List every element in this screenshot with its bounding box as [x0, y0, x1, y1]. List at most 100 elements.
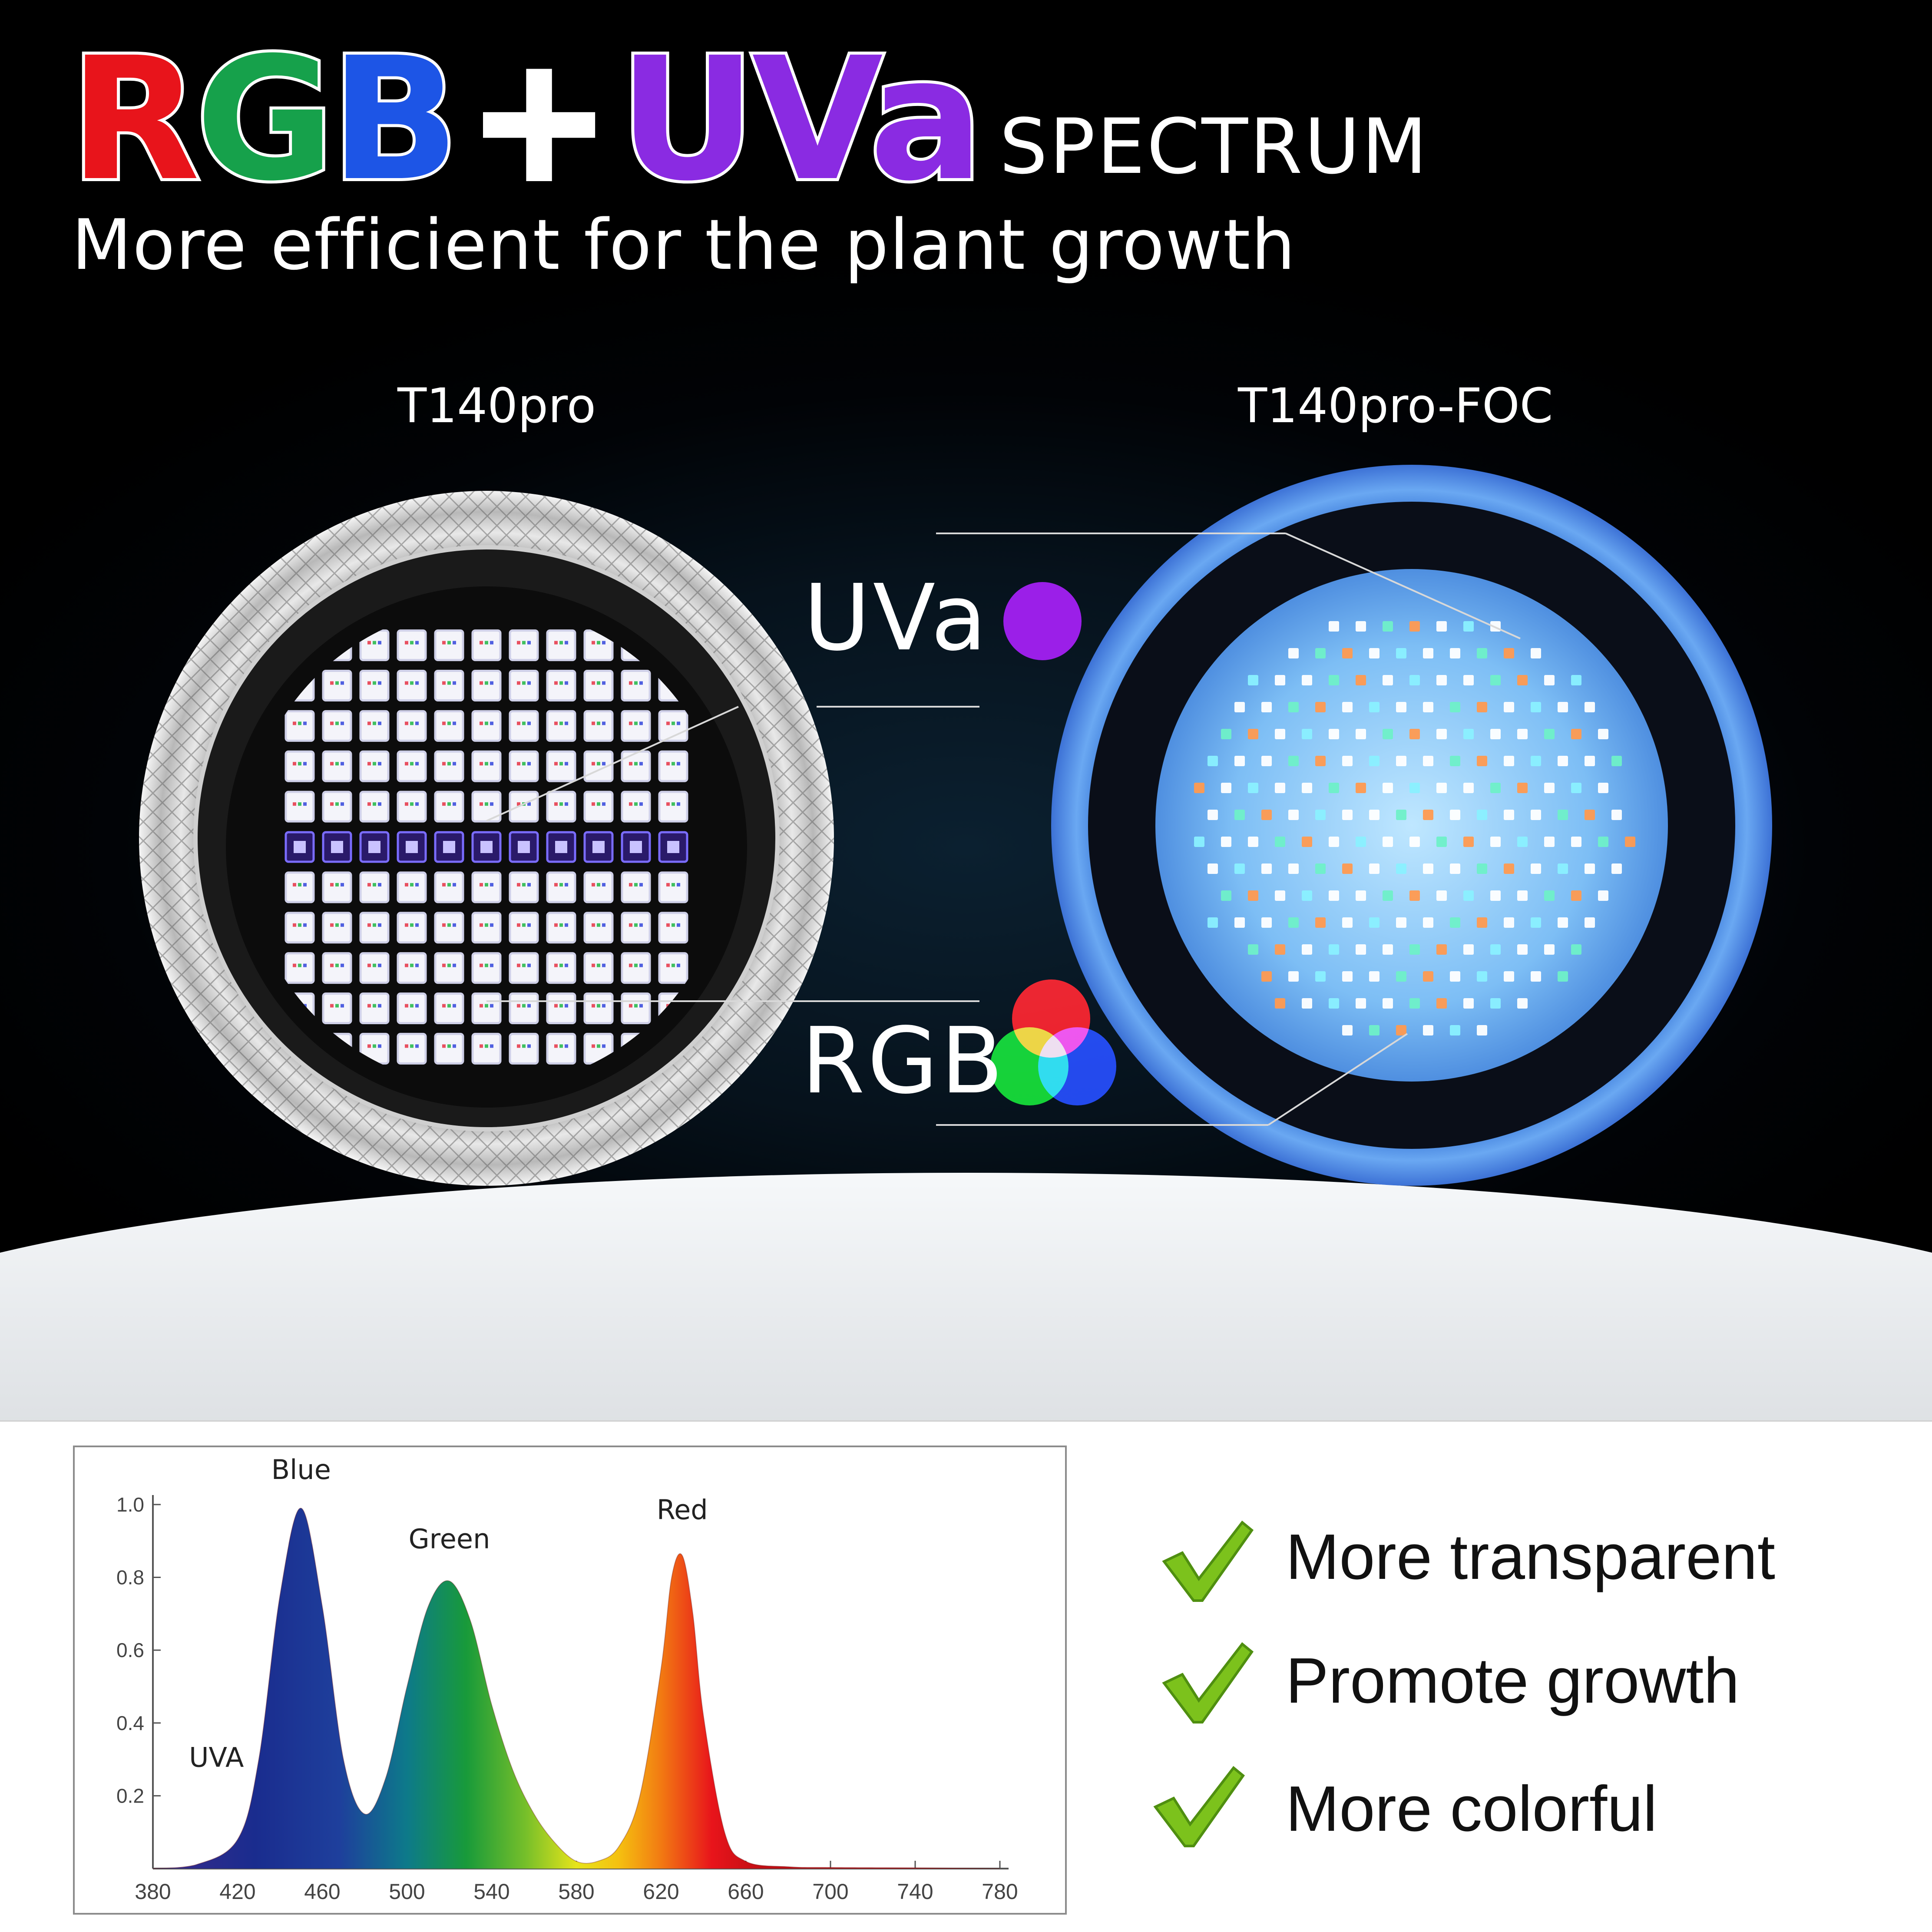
- rgb-led: [434, 912, 464, 944]
- x-tick-label: 780: [982, 1879, 1018, 1904]
- led-blue-chip: [677, 883, 680, 887]
- foc-led: [1261, 810, 1272, 820]
- led-blue-chip: [341, 963, 344, 967]
- led-green-chip: [373, 1004, 376, 1008]
- led-blue-chip: [565, 1004, 568, 1008]
- foc-led: [1383, 998, 1393, 1009]
- foc-led: [1611, 810, 1622, 820]
- led-red-chip: [367, 923, 371, 927]
- foc-led: [1315, 756, 1326, 766]
- led-green-chip: [373, 721, 376, 725]
- led-red-chip: [517, 883, 520, 887]
- led-red-chip: [666, 963, 670, 967]
- led-green-chip: [447, 963, 451, 967]
- led-blue-chip: [453, 762, 456, 766]
- led-red-chip: [442, 762, 446, 766]
- led-blue-chip: [677, 802, 680, 806]
- foc-led: [1409, 621, 1420, 632]
- foc-led: [1544, 675, 1555, 685]
- led-blue-chip: [527, 641, 531, 645]
- led-green-chip: [634, 721, 638, 725]
- t140pro-light: [139, 491, 834, 1186]
- led-blue-chip: [490, 923, 493, 927]
- led-red-chip: [629, 681, 632, 685]
- led-red-chip: [367, 721, 371, 725]
- led-green-chip: [522, 762, 526, 766]
- led-blue-chip: [341, 1004, 344, 1008]
- led-red-chip: [367, 681, 371, 685]
- led-blue-chip: [639, 681, 643, 685]
- rgb-led: [471, 871, 502, 903]
- rgb-led: [546, 912, 576, 944]
- rgb-led: [509, 912, 539, 944]
- foc-led: [1571, 675, 1581, 685]
- foc-led: [1490, 783, 1501, 793]
- foc-led: [1409, 998, 1420, 1009]
- led-green-chip: [522, 641, 526, 645]
- led-blue-chip: [453, 923, 456, 927]
- led-red-chip: [554, 883, 558, 887]
- led-red-chip: [629, 802, 632, 806]
- led-red-chip: [554, 681, 558, 685]
- foc-led: [1598, 729, 1608, 739]
- foc-led: [1558, 756, 1568, 766]
- led-red-chip: [592, 681, 595, 685]
- led-blue-chip: [378, 641, 381, 645]
- led-green-chip: [559, 963, 563, 967]
- foc-led: [1342, 648, 1353, 658]
- led-green-chip: [410, 1044, 414, 1048]
- foc-led: [1383, 837, 1393, 847]
- foc-led: [1423, 917, 1433, 928]
- led-red-chip: [629, 721, 632, 725]
- foc-led: [1409, 837, 1420, 847]
- foc-led: [1517, 944, 1528, 955]
- foc-led: [1531, 810, 1541, 820]
- led-blue-chip: [490, 883, 493, 887]
- rgb-led: [471, 669, 502, 701]
- headline: R G B + UVa SPECTRUM: [66, 32, 1429, 207]
- rgb-led: [322, 791, 352, 823]
- foc-led: [1329, 944, 1339, 955]
- foc-led: [1558, 810, 1568, 820]
- foc-led: [1329, 729, 1339, 739]
- foc-led: [1396, 756, 1406, 766]
- rgb-led: [621, 992, 651, 1025]
- led-blue-chip: [341, 721, 344, 725]
- led-blue-chip: [602, 1044, 605, 1048]
- rgb-led: [397, 1032, 427, 1065]
- foc-led: [1463, 998, 1474, 1009]
- rgb-venn-icon: [990, 979, 1116, 1105]
- led-green-chip: [373, 883, 376, 887]
- rgb-led: [359, 791, 390, 823]
- foc-led: [1531, 863, 1541, 874]
- foc-led: [1436, 890, 1447, 901]
- led-green-chip: [597, 1044, 600, 1048]
- peak-label-blue: Blue: [271, 1454, 331, 1485]
- led-red-chip: [629, 963, 632, 967]
- led-red-chip: [293, 802, 296, 806]
- foc-led: [1558, 971, 1568, 982]
- led-green-chip: [485, 883, 488, 887]
- led-blue-chip: [565, 721, 568, 725]
- led-red-chip: [330, 762, 334, 766]
- led-red-chip: [330, 681, 334, 685]
- led-blue-chip: [453, 681, 456, 685]
- led-blue-chip: [378, 923, 381, 927]
- rgb-led: [322, 710, 352, 742]
- led-blue-chip: [415, 923, 419, 927]
- led-green-chip: [597, 721, 600, 725]
- rgb-led: [434, 871, 464, 903]
- led-green-chip: [597, 762, 600, 766]
- foc-led: [1356, 783, 1366, 793]
- rgb-led: [509, 952, 539, 984]
- rgb-led: [471, 710, 502, 742]
- foc-led: [1463, 729, 1474, 739]
- foc-led: [1275, 944, 1285, 955]
- led-red-chip: [592, 1004, 595, 1008]
- led-red-chip: [330, 1004, 334, 1008]
- foc-led: [1369, 810, 1380, 820]
- led-blue-chip: [453, 721, 456, 725]
- foc-led: [1261, 917, 1272, 928]
- foc-led: [1450, 971, 1460, 982]
- rgb-led: [509, 750, 539, 782]
